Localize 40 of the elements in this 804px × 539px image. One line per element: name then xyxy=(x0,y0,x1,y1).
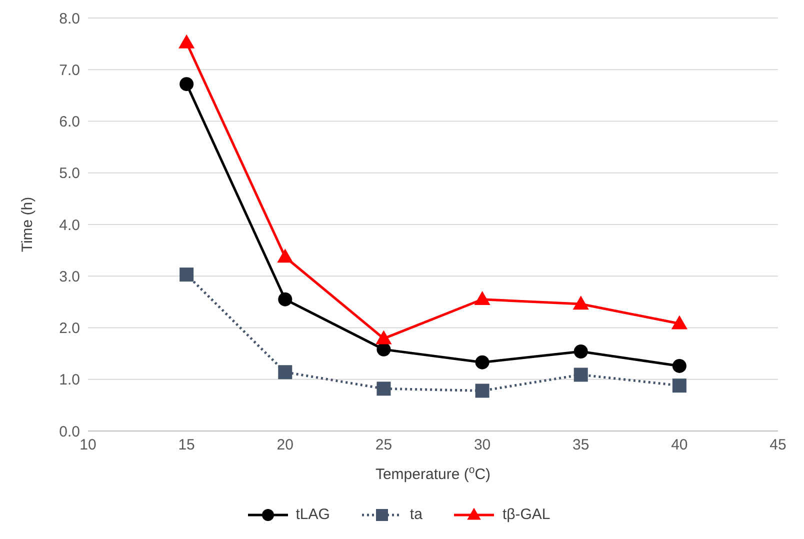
y-tick-label: 0.0 xyxy=(59,423,80,440)
y-tick-label: 5.0 xyxy=(59,165,80,182)
legend-label: ta xyxy=(410,506,422,523)
y-tick-label: 2.0 xyxy=(59,320,80,338)
x-axis-title: Temperature ($^{o}$C) xyxy=(375,464,491,483)
point xyxy=(672,358,686,373)
point xyxy=(180,77,194,92)
point xyxy=(278,365,292,380)
point xyxy=(572,296,589,310)
y-tick-label: 3.0 xyxy=(59,268,80,286)
point xyxy=(180,268,194,282)
point xyxy=(475,384,490,398)
point xyxy=(671,315,688,330)
point xyxy=(574,344,588,358)
point xyxy=(475,355,490,370)
y-tick-label: 1.0 xyxy=(59,372,80,389)
y-tick-label: 7.0 xyxy=(59,62,80,79)
point xyxy=(376,330,392,344)
point xyxy=(474,290,490,305)
x-tick-label: 15 xyxy=(178,436,195,454)
y-axis-title: Time (h) xyxy=(19,196,36,252)
point xyxy=(278,292,292,306)
point xyxy=(178,34,195,48)
x-tick-label: 45 xyxy=(770,436,786,454)
point xyxy=(574,368,588,382)
point xyxy=(672,378,686,393)
x-tick-label: 40 xyxy=(671,436,688,454)
x-tick-label: 25 xyxy=(375,436,392,454)
legend-label: tβ-GAL xyxy=(502,506,550,523)
x-tick-label: 20 xyxy=(276,436,294,454)
x-tick-label: 35 xyxy=(572,436,590,454)
y-tick-label: 4.0 xyxy=(59,216,80,234)
y-tick-label: 6.0 xyxy=(59,114,80,131)
y-tick-label: 8.0 xyxy=(59,10,80,28)
legend-label: tLAG xyxy=(296,506,330,523)
point xyxy=(376,382,391,396)
point xyxy=(376,342,391,356)
point xyxy=(277,248,294,263)
x-tick-label: 10 xyxy=(80,436,96,454)
x-tick-label: 30 xyxy=(474,436,491,454)
